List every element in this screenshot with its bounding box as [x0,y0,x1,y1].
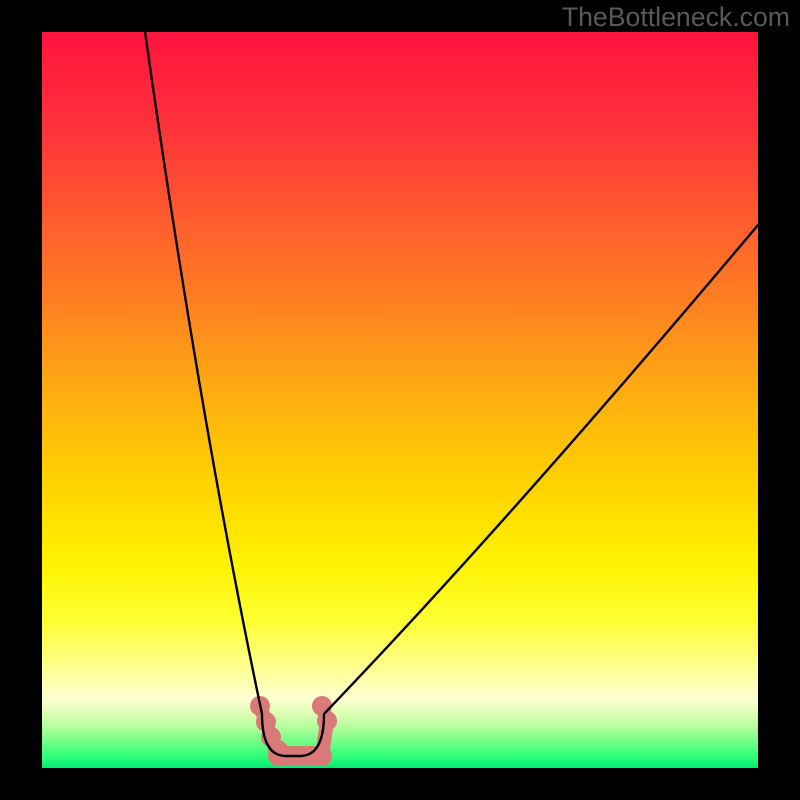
bottleneck-chart [0,0,800,800]
chart-stage: TheBottleneck.com [0,0,800,800]
plot-background [42,32,758,768]
